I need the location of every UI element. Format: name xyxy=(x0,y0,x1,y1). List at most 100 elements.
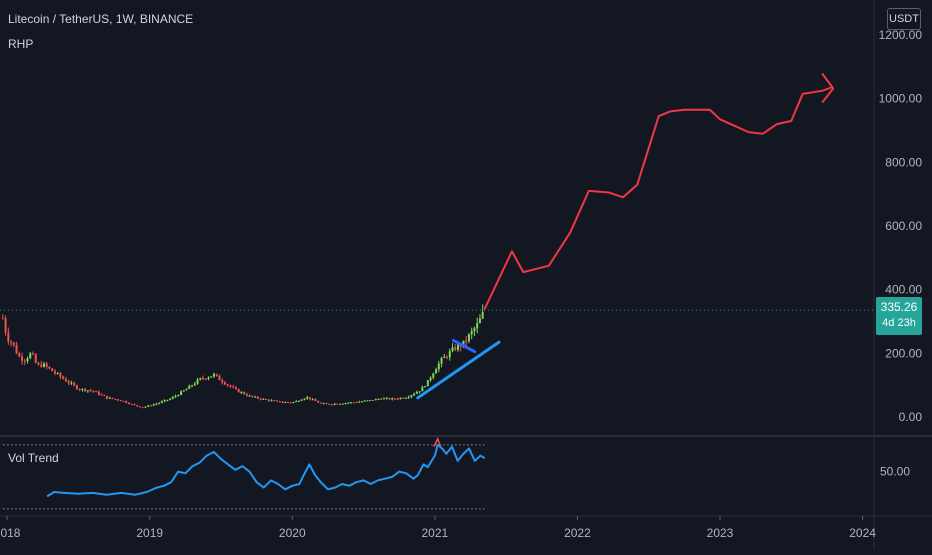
candle-body xyxy=(465,340,468,342)
candle-body xyxy=(223,382,226,385)
candle-body xyxy=(166,399,169,401)
candle-body xyxy=(204,378,207,380)
projection-arrowhead xyxy=(821,72,835,104)
candle-body xyxy=(114,398,117,400)
candle-body xyxy=(415,392,418,394)
candle-body xyxy=(421,386,424,392)
candle-body xyxy=(89,390,92,392)
indicator-peak-marker xyxy=(433,437,442,448)
indicator-label[interactable]: Vol Trend xyxy=(8,451,59,465)
candle-body xyxy=(202,378,205,380)
candle-body xyxy=(130,403,133,405)
candle-body xyxy=(424,386,427,388)
time-tick-label: 2020 xyxy=(279,526,306,540)
candle-body xyxy=(221,380,224,383)
candle-body xyxy=(67,381,70,384)
candle-body xyxy=(188,385,191,389)
candle-body xyxy=(243,392,246,395)
candle-body xyxy=(328,403,331,405)
candle-body xyxy=(111,397,114,399)
candle-body xyxy=(95,391,98,393)
candle-body xyxy=(451,347,454,352)
time-tick-label: 2022 xyxy=(564,526,591,540)
candle-body xyxy=(229,385,232,387)
candle-body xyxy=(64,378,67,382)
candle-body xyxy=(418,391,421,393)
candle-body xyxy=(470,330,473,335)
candle-body xyxy=(10,341,13,343)
price-axis[interactable]: 1200.00 1000.00 800.00 600.00 400.00 200.00 0.… xyxy=(879,28,923,424)
candle-body xyxy=(366,400,369,402)
candle-body xyxy=(314,399,317,402)
candle-body xyxy=(62,376,65,379)
candle-body xyxy=(226,384,229,386)
candle-body xyxy=(182,390,185,392)
candle-body xyxy=(256,396,259,399)
candle-body xyxy=(180,391,183,396)
candles xyxy=(1,304,484,409)
candle-body xyxy=(462,340,465,347)
candle-body xyxy=(251,395,254,397)
candle-body xyxy=(325,403,328,405)
symbol-title[interactable]: Litecoin / TetherUS, 1W, BINANCE xyxy=(8,12,194,26)
candle-body xyxy=(207,377,210,379)
candle-body xyxy=(481,311,484,319)
candle-body xyxy=(333,403,336,405)
candle-body xyxy=(196,379,199,384)
candle-body xyxy=(45,363,48,367)
candle-body xyxy=(446,356,449,358)
bar-countdown: 4d 23h xyxy=(882,317,916,329)
candle-body xyxy=(48,366,51,369)
indicator-axis[interactable]: 50.00 xyxy=(880,465,910,479)
projection-line xyxy=(483,86,833,310)
candle-body xyxy=(352,402,355,404)
candle-body xyxy=(53,371,56,374)
candle-body xyxy=(297,400,300,402)
candle-body xyxy=(73,382,76,386)
time-tick-label: 2023 xyxy=(707,526,734,540)
candle-body xyxy=(218,375,221,381)
candle-body xyxy=(210,376,213,378)
candle-body xyxy=(402,397,405,399)
candle-body xyxy=(344,403,347,405)
study-label[interactable]: RHP xyxy=(8,37,34,51)
candle-body xyxy=(32,353,35,355)
candle-body xyxy=(407,396,410,398)
candle-body xyxy=(149,405,152,407)
currency-button[interactable]: USDT xyxy=(887,8,921,30)
candle-body xyxy=(160,401,163,403)
candle-body xyxy=(473,328,476,331)
projection-arrow xyxy=(821,72,835,104)
candle-body xyxy=(15,344,18,354)
candle-body xyxy=(284,401,287,403)
candle-body xyxy=(4,318,7,333)
candle-body xyxy=(92,390,95,392)
resistance-trendline xyxy=(451,339,477,354)
candle-body xyxy=(374,399,377,401)
time-axis[interactable]: 2018 2019 2020 2021 2022 2023 2024 xyxy=(0,516,876,540)
candle-body xyxy=(426,380,429,387)
price-tick-label: 800.00 xyxy=(885,155,922,169)
candle-body xyxy=(34,354,37,363)
price-tick-label: 200.00 xyxy=(885,346,922,360)
price-tick-label: 0.00 xyxy=(899,410,923,424)
candle-body xyxy=(262,398,265,400)
candle-body xyxy=(467,334,470,342)
candle-body xyxy=(185,388,188,391)
candle-body xyxy=(278,400,281,403)
candle-body xyxy=(388,398,391,400)
price-tick-label: 1000.00 xyxy=(879,92,923,106)
candle-body xyxy=(37,362,40,365)
time-tick-label: 2018 xyxy=(0,526,21,540)
candle-body xyxy=(234,387,237,390)
candle-body xyxy=(267,399,270,401)
candle-body xyxy=(191,385,194,387)
candle-body xyxy=(199,378,202,380)
candle-body xyxy=(339,403,342,405)
candle-body xyxy=(350,402,353,404)
candle-body xyxy=(311,399,314,401)
candle-body xyxy=(232,386,235,388)
candle-body xyxy=(138,406,141,408)
last-price-tag: 335.26 4d 23h xyxy=(876,297,922,335)
